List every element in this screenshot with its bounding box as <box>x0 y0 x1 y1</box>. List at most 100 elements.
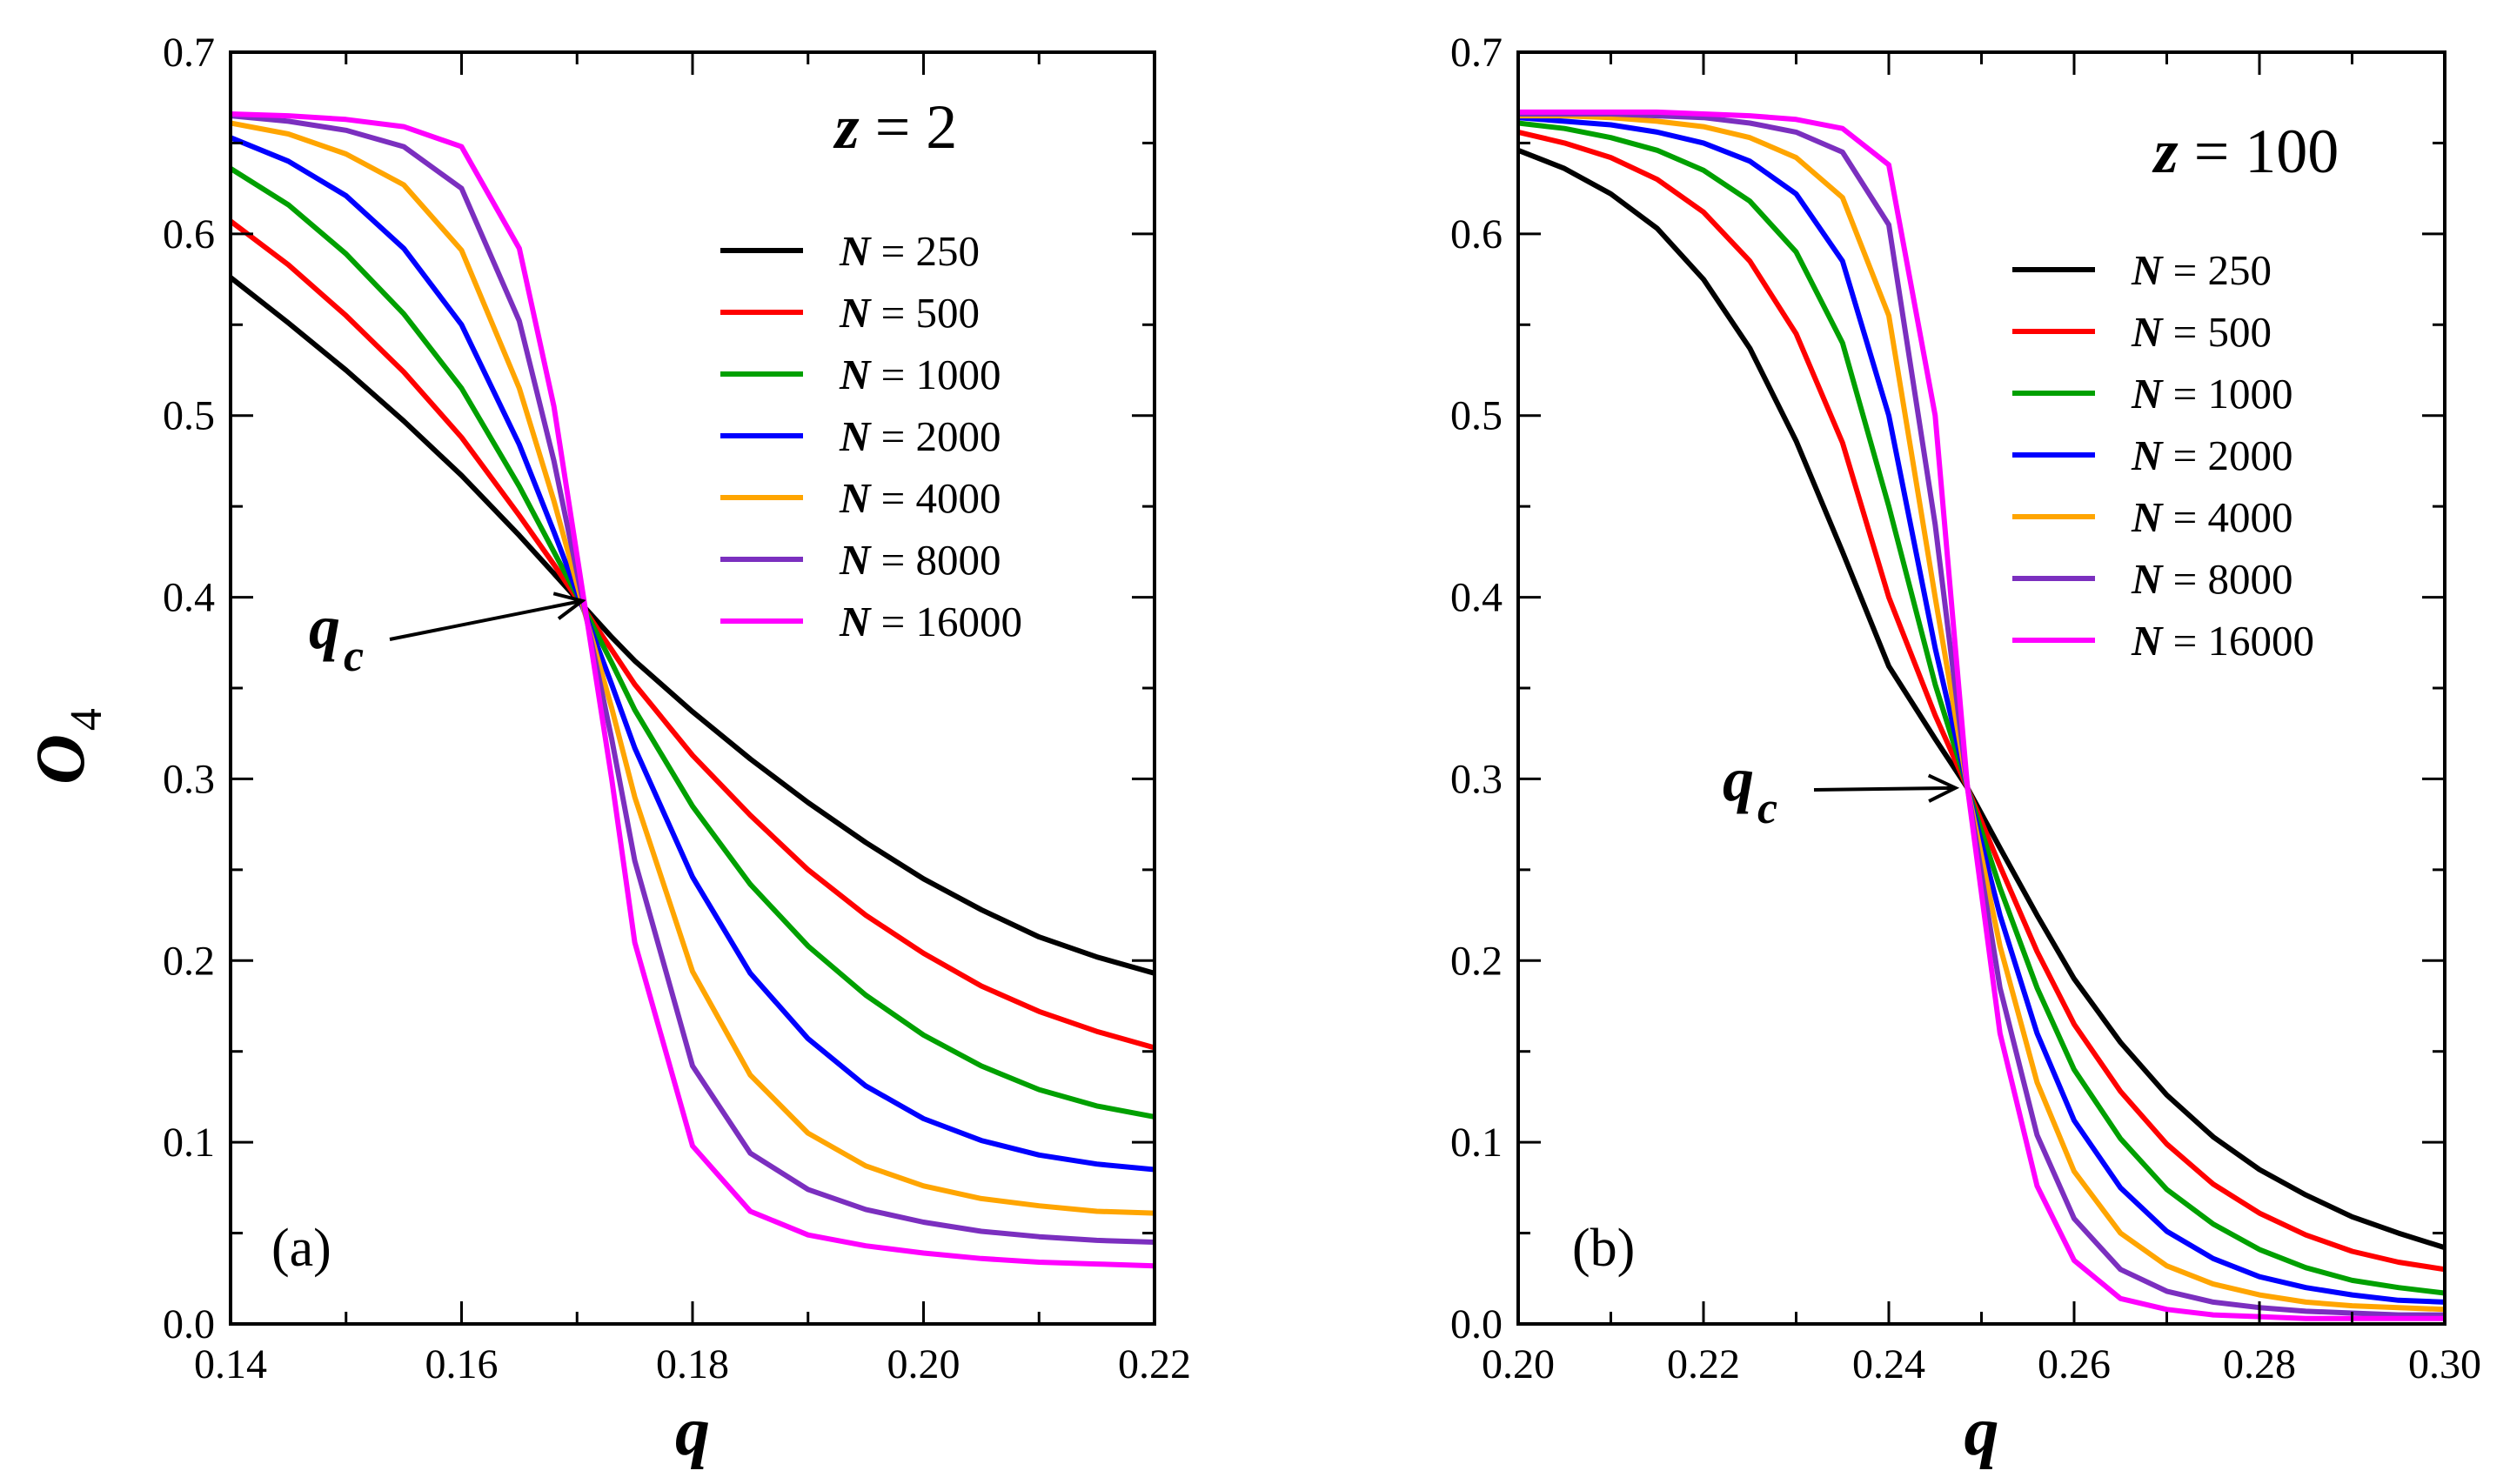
legend-label-var: N <box>2131 431 2164 479</box>
legend-label: N = 16000 <box>2131 617 2314 665</box>
legend-label: N = 250 <box>839 227 980 275</box>
qc-arrow-shaft <box>389 598 583 641</box>
y-tick-label: 0.3 <box>163 756 215 802</box>
qc-arrow-shaft <box>1813 785 1956 792</box>
x-tick-label: 0.18 <box>656 1341 729 1387</box>
legend-label-eq: = 16000 <box>2162 617 2314 665</box>
legend-label: N = 500 <box>839 289 980 337</box>
panel-a: 0.14 0.16 0.18 0.20 0.22 0.0 0.1 0.2 0.3 0.4 0.5 0.… <box>163 30 1191 1470</box>
series-group <box>231 111 1155 1269</box>
qc-label-sub: c <box>1757 784 1777 833</box>
legend-label-eq: = 4000 <box>2162 493 2292 541</box>
legend-label-eq: = 2000 <box>2162 431 2292 479</box>
series-line-n-8000 <box>231 113 1155 1245</box>
panel-title: z = 2 <box>833 92 958 162</box>
legend-label-var: N <box>839 598 872 645</box>
plot-frame <box>1516 50 2446 1326</box>
y-tick-label: 0.0 <box>163 1301 215 1347</box>
legend-label-eq: = 4000 <box>870 474 1001 522</box>
legend-label-var: N <box>839 536 872 584</box>
panel-title-eq: = 100 <box>2179 117 2339 186</box>
x-tick-label: 0.16 <box>425 1341 499 1387</box>
legend-label: N = 1000 <box>839 351 1001 398</box>
legend-label-eq: = 1000 <box>870 351 1001 398</box>
legend-label: N = 2000 <box>839 412 1001 460</box>
qc-label-main: q <box>309 592 340 662</box>
legend-label: N = 4000 <box>2131 493 2293 541</box>
legend-label-var: N <box>839 289 872 337</box>
y-tick-label: 0.5 <box>163 393 215 439</box>
x-tick-label: 0.22 <box>1118 1341 1191 1387</box>
y-tick-label: 0.2 <box>1450 938 1503 984</box>
legend-label-eq: = 250 <box>2162 246 2272 294</box>
panel-title: z = 100 <box>2152 117 2339 186</box>
y-axis-title-main: O <box>23 734 99 785</box>
series-line-n-4000 <box>1518 113 2445 1313</box>
qc-label-main: q <box>1723 745 1754 814</box>
x-tick-label: 0.20 <box>1482 1341 1555 1387</box>
y-tick-label: 0.1 <box>163 1120 215 1166</box>
y-tick-label: 0.2 <box>163 938 215 984</box>
plot-frame <box>229 50 1156 1326</box>
x-tick-label: 0.26 <box>2038 1341 2111 1387</box>
y-tick-label: 0.6 <box>1450 211 1503 257</box>
series-line-n-16000 <box>231 111 1155 1269</box>
x-tick-label: 0.30 <box>2408 1341 2481 1387</box>
legend-label-var: N <box>839 351 872 398</box>
legend-label: N = 250 <box>2131 246 2272 294</box>
x-tick-label: 0.28 <box>2223 1341 2296 1387</box>
legend-label: N = 1000 <box>2131 370 2293 418</box>
series-line-n-1000 <box>1518 120 2445 1296</box>
legend-label: N = 4000 <box>839 474 1001 522</box>
panel-b: 0.20 0.22 0.24 0.26 0.28 0.30 0.0 0.1 0.2 0.3 0.4 0… <box>1450 30 2481 1470</box>
y-tick-label: 0.0 <box>1450 1301 1503 1347</box>
legend-label: N = 8000 <box>839 536 1001 584</box>
legend-label-eq: = 1000 <box>2162 370 2292 418</box>
legend-label: N = 8000 <box>2131 555 2293 603</box>
legend-label-var: N <box>2131 617 2164 665</box>
legend-label-var: N <box>839 227 872 275</box>
y-tick-label: 0.6 <box>163 211 215 257</box>
x-tick-label: 0.14 <box>194 1341 267 1387</box>
series-line-n-500 <box>1518 129 2445 1273</box>
series-line-n-1000 <box>231 165 1155 1120</box>
legend-label-var: N <box>839 412 872 460</box>
legend-label-eq: = 500 <box>2162 308 2272 356</box>
y-tick-label: 0.7 <box>1450 30 1503 76</box>
legend-label: N = 16000 <box>839 598 1022 645</box>
series-line-n-250 <box>1518 147 2445 1251</box>
legend-label-eq: = 8000 <box>870 536 1001 584</box>
y-axis-title-sub: 4 <box>62 708 111 731</box>
x-tick-label: 0.24 <box>1852 1341 1925 1387</box>
panel-label: (b) <box>1572 1219 1635 1278</box>
qc-arrow-head <box>1927 773 1960 803</box>
series-line-n-2000 <box>231 135 1155 1173</box>
x-tick-label: 0.20 <box>887 1341 960 1387</box>
y-tick-label: 0.3 <box>1450 756 1503 802</box>
legend-label-var: N <box>2131 246 2164 294</box>
y-tick-label: 0.5 <box>1450 393 1503 439</box>
series-group <box>1518 109 2445 1321</box>
y-axis-title: O4 <box>23 708 111 785</box>
y-tick-label: 0.4 <box>163 575 215 621</box>
qc-label: qc <box>1723 745 1777 833</box>
legend-label: N = 500 <box>2131 308 2272 356</box>
series-line-n-2000 <box>1518 115 2445 1305</box>
x-axis-title: q <box>675 1394 710 1470</box>
panel-title-eq: = 2 <box>860 92 958 162</box>
y-tick-label: 0.7 <box>163 30 215 76</box>
legend-label-var: N <box>2131 555 2164 603</box>
panel-title-var: z <box>833 92 860 162</box>
panel-title-var: z <box>2152 117 2179 186</box>
legend-label-var: N <box>2131 308 2164 356</box>
legend-label-eq: = 8000 <box>2162 555 2292 603</box>
legend-label: N = 2000 <box>2131 431 2293 479</box>
legend-label-eq: = 2000 <box>870 412 1001 460</box>
qc-label-sub: c <box>344 632 364 681</box>
series-line-n-8000 <box>1518 111 2445 1318</box>
series-line-n-500 <box>231 218 1155 1051</box>
x-tick-label: 0.22 <box>1667 1341 1740 1387</box>
